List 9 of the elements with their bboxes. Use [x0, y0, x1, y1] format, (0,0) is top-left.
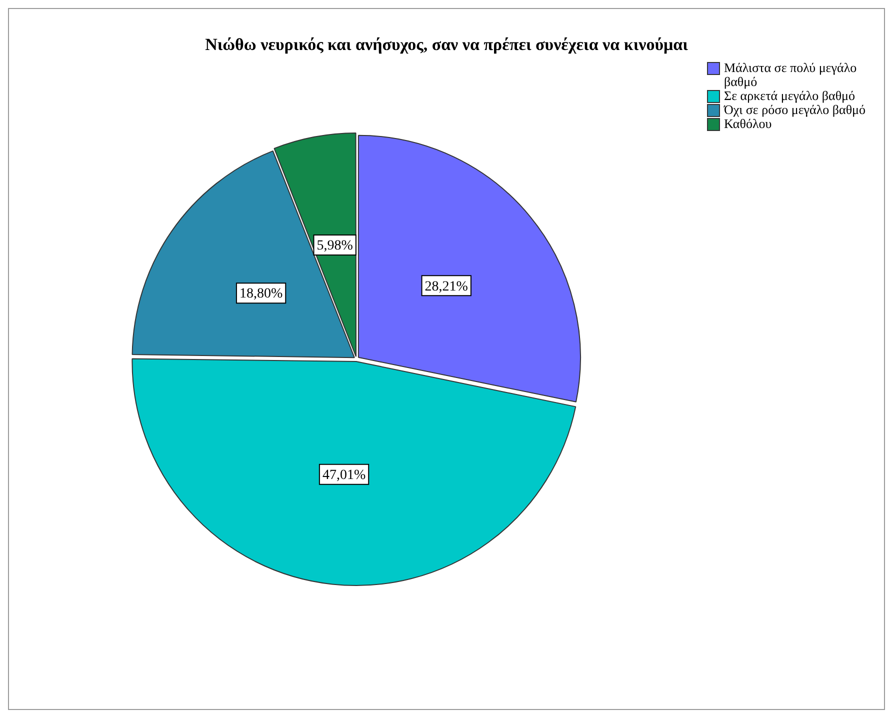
- legend-label: Σε αρκετά μεγάλο βαθμό: [724, 88, 856, 103]
- legend-label: Καθόλου: [724, 116, 772, 131]
- legend-label: Μάλιστα σε πολύ μεγάλο βαθμό: [724, 60, 858, 89]
- data-label: 28,21%: [424, 279, 468, 294]
- legend-label: Όχι σε ρόσο μεγάλο βαθμό: [724, 102, 866, 117]
- data-label: 5,98%: [316, 238, 354, 254]
- chart-title: Νιώθω νευρικός και ανήσυχος, σαν να πρέπει συνέχεια να κινούμαι: [204, 35, 689, 55]
- data-label: 47,01%: [322, 468, 366, 483]
- data-label: 18,80%: [239, 286, 283, 302]
